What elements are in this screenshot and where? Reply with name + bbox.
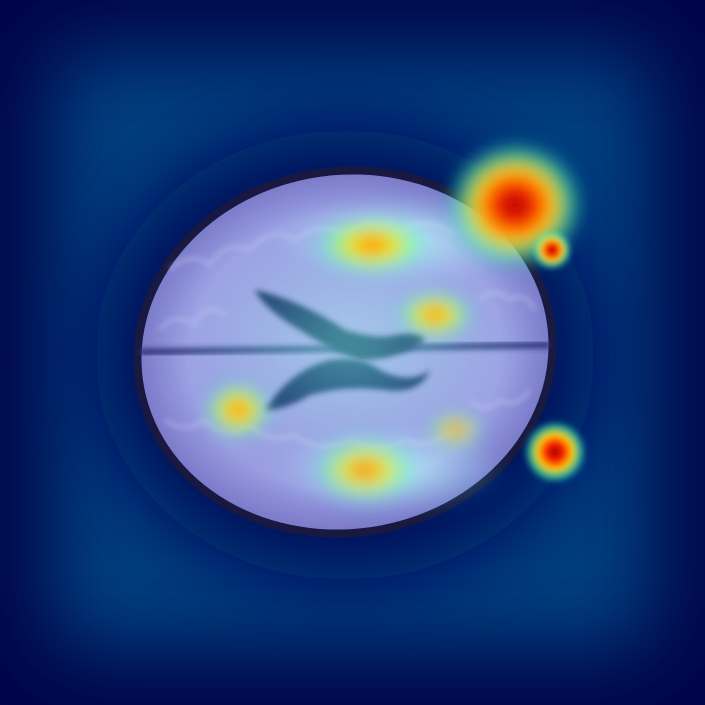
heat-spot-left: [203, 380, 273, 440]
heat-spot-lower: [310, 435, 420, 505]
heat-hotspot-top-small: [532, 230, 572, 270]
heat-spot-center: [395, 290, 475, 340]
heat-spot-lower-right: [425, 410, 485, 450]
heat-hotspot-right: [523, 420, 587, 484]
heat-spot-frontal: [312, 215, 432, 275]
